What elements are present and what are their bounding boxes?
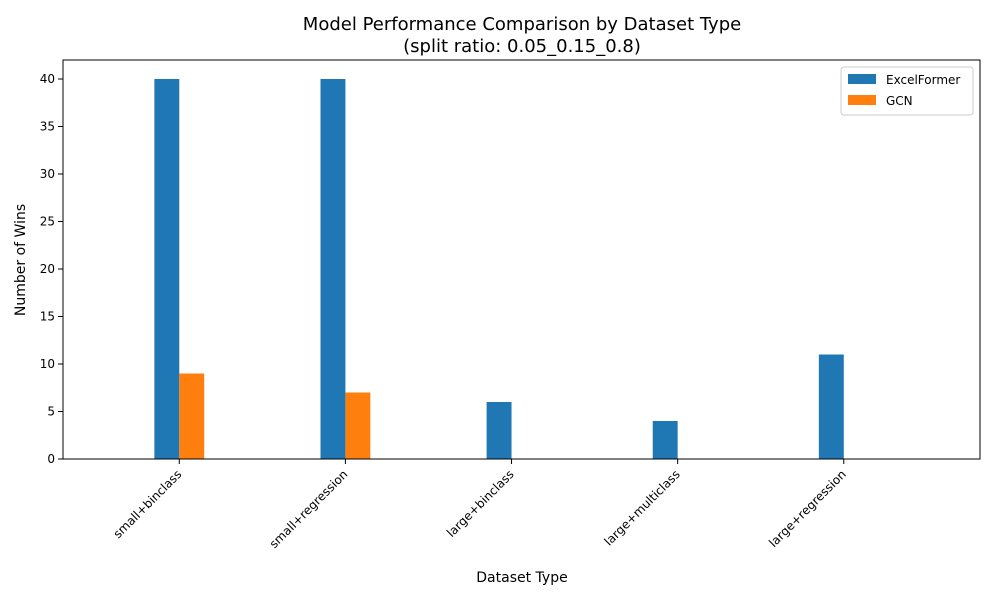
y-tick-label: 20 <box>40 262 55 276</box>
y-axis-label: Number of Wins <box>13 204 29 316</box>
x-tick-label: small+binclass <box>111 467 185 541</box>
y-tick-label: 15 <box>40 310 55 324</box>
bar-excelformer-4 <box>818 354 844 459</box>
legend-swatch-excelformer <box>848 74 876 84</box>
chart-subtitle: (split ratio: 0.05_0.15_0.8) <box>403 36 641 57</box>
legend-swatch-gcn <box>848 95 876 105</box>
legend-label-excelformer: ExcelFormer <box>886 73 960 87</box>
legend-label-gcn: GCN <box>886 94 913 108</box>
chart-title: Model Performance Comparison by Dataset … <box>303 14 741 35</box>
x-axis-label: Dataset Type <box>476 570 567 586</box>
x-tick-label: large+binclass <box>444 467 517 540</box>
legend: ExcelFormer GCN <box>840 66 974 116</box>
y-tick-label: 5 <box>47 405 55 419</box>
y-tick-label: 35 <box>40 120 55 134</box>
x-axis-ticks: small+binclass small+regression large+binc… <box>111 459 849 551</box>
y-tick-label: 30 <box>40 167 55 181</box>
y-tick-label: 40 <box>40 72 55 86</box>
bar-excelformer-3 <box>652 421 678 459</box>
bar-excelformer-2 <box>486 402 512 459</box>
plot-frame <box>62 59 981 460</box>
y-tick-label: 25 <box>40 215 55 229</box>
x-tick-label: large+regression <box>766 467 849 550</box>
bars-group <box>154 79 844 459</box>
bar-excelformer-0 <box>154 79 180 459</box>
y-tick-label: 10 <box>40 357 55 371</box>
bar-gcn-1 <box>345 392 371 459</box>
bar-excelformer-1 <box>320 79 346 459</box>
x-tick-label: small+regression <box>267 467 351 551</box>
bar-gcn-0 <box>179 373 205 459</box>
x-tick-label: large+multiclass <box>602 467 683 548</box>
y-tick-label: 0 <box>47 452 55 466</box>
y-axis-ticks: 0 5 10 15 20 25 30 35 40 <box>40 72 63 466</box>
